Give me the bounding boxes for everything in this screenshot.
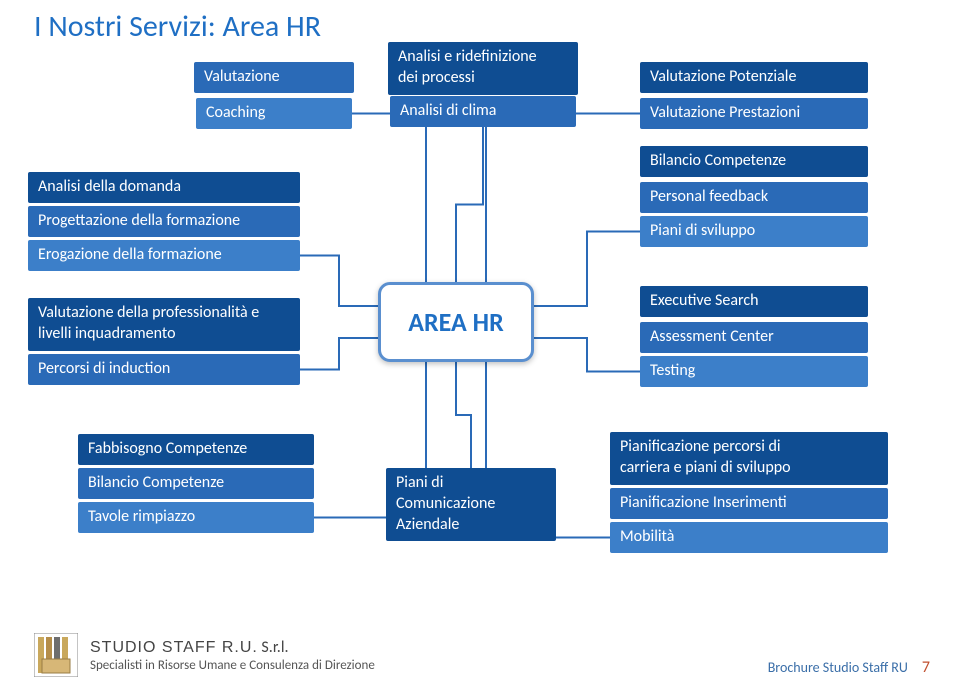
box-piani-sviluppo: Piani di sviluppo bbox=[640, 216, 868, 247]
company-name: STUDIO STAFF R.U. bbox=[90, 639, 258, 656]
brochure-label: Brochure Studio Staff RU bbox=[768, 659, 908, 676]
box-analisi-clima: Analisi di clima bbox=[390, 96, 576, 127]
footer-text: STUDIO STAFF R.U. S.r.l. Specialisti in … bbox=[90, 638, 375, 673]
footer-left: STUDIO STAFF R.U. S.r.l. Specialisti in … bbox=[34, 633, 375, 677]
box-valutazione: Valutazione bbox=[194, 62, 354, 93]
page-title: I Nostri Servizi: Area HR bbox=[34, 8, 321, 45]
box-val-potenziale: Valutazione Potenziale bbox=[640, 62, 868, 93]
box-prog-formazione: Progettazione della formazione bbox=[28, 206, 300, 237]
box-personal-feedback: Personal feedback bbox=[640, 182, 868, 213]
box-coaching: Coaching bbox=[196, 98, 352, 129]
center-node-label: AREA HR bbox=[408, 306, 503, 338]
company-suffix: S.r.l. bbox=[258, 638, 289, 657]
box-fabbisogno-comp: Fabbisogno Competenze bbox=[78, 434, 314, 465]
box-val-prof: Valutazione della professionalità elivel… bbox=[28, 298, 300, 351]
box-exec-search: Executive Search bbox=[640, 286, 868, 317]
company-name-line: STUDIO STAFF R.U. S.r.l. bbox=[90, 638, 375, 657]
box-analisi-domanda: Analisi della domanda bbox=[28, 172, 300, 203]
center-node-area-hr: AREA HR bbox=[378, 282, 534, 362]
box-percorsi-induction: Percorsi di induction bbox=[28, 354, 300, 385]
box-erog-formazione: Erogazione della formazione bbox=[28, 240, 300, 271]
box-mobilita: Mobilità bbox=[610, 522, 888, 553]
box-testing: Testing bbox=[640, 356, 868, 387]
box-tavole-rimpiazzo: Tavole rimpiazzo bbox=[78, 502, 314, 533]
tagline: Specialisti in Risorse Umane e Consulenz… bbox=[90, 658, 375, 673]
box-pianif-percorsi: Pianificazione percorsi dicarriera e pia… bbox=[610, 432, 888, 485]
footer-right: Brochure Studio Staff RU 7 bbox=[768, 658, 930, 677]
box-pianif-inserimenti: Pianificazione Inserimenti bbox=[610, 488, 888, 519]
page-number: 7 bbox=[922, 658, 930, 677]
box-bilancio-comp-r: Bilancio Competenze bbox=[640, 146, 868, 177]
footer: STUDIO STAFF R.U. S.r.l. Specialisti in … bbox=[34, 633, 930, 677]
logo-icon bbox=[34, 633, 78, 677]
box-piani-comunicazione: Piani diComunicazioneAziendale bbox=[386, 468, 556, 541]
box-bilancio-comp-b: Bilancio Competenze bbox=[78, 468, 314, 499]
box-val-prestazioni: Valutazione Prestazioni bbox=[640, 98, 868, 129]
box-analisi-processi: Analisi e ridefinizionedei processi bbox=[388, 42, 578, 95]
box-assessment-center: Assessment Center bbox=[640, 322, 868, 353]
